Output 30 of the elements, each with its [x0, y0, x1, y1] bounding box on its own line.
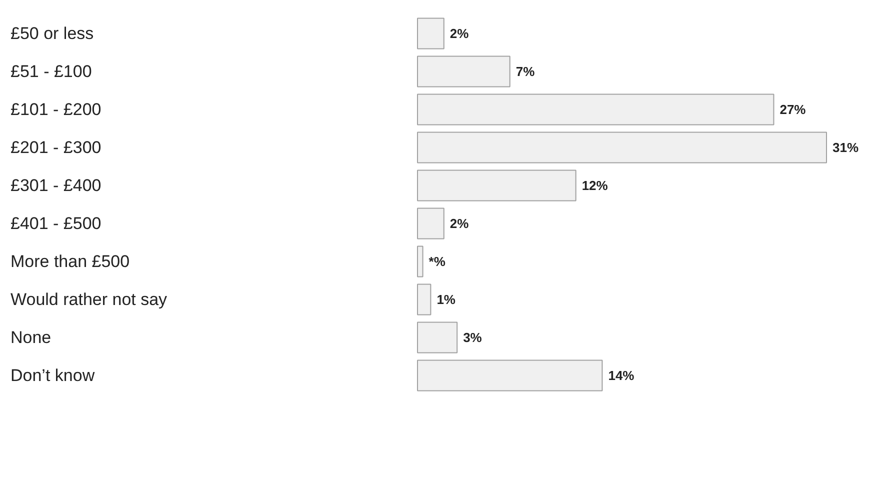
y-tick-label: Don’t know [10, 366, 96, 385]
y-tick-label: £401 - £500 [10, 214, 102, 233]
data-label: 27% [780, 102, 806, 117]
bar [417, 94, 774, 126]
y-tick-label: £101 - £200 [10, 100, 102, 119]
y-tick-label: £51 - £100 [10, 62, 92, 81]
data-label: 2% [450, 216, 470, 231]
data-label: 14% [608, 368, 635, 383]
data-label: 3% [463, 330, 482, 345]
data-label: *% [428, 254, 446, 269]
y-tick-label: More than £500 [10, 252, 130, 271]
data-label: 7% [516, 64, 536, 79]
y-tick-label: £301 - £400 [10, 176, 102, 195]
bar [417, 56, 510, 88]
data-label: 12% [582, 178, 608, 193]
bar [417, 322, 458, 354]
bar [417, 132, 827, 164]
y-tick-label: None [10, 328, 52, 347]
bar [417, 170, 576, 202]
y-tick-label: £50 or less [10, 24, 94, 43]
bar [417, 360, 603, 392]
data-label: 31% [832, 140, 859, 155]
data-label: 2% [450, 26, 470, 41]
bar [417, 284, 432, 316]
bar [417, 208, 444, 240]
bar [417, 18, 444, 50]
bar [417, 246, 424, 278]
y-tick-label: Would rather not say [10, 290, 168, 309]
data-label: 1% [436, 292, 456, 307]
y-tick-label: £201 - £300 [10, 138, 102, 157]
